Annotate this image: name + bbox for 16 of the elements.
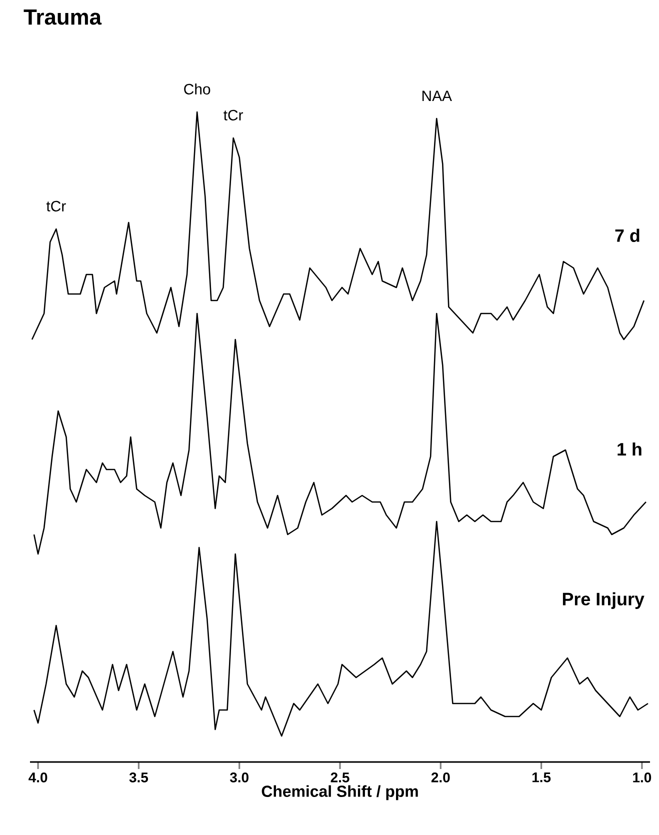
x-axis-title: Chemical Shift / ppm <box>262 785 418 800</box>
x-tick-label: 1.5 <box>532 772 551 782</box>
x-tick-label: 2.0 <box>431 772 450 782</box>
x-tick-label: 4.0 <box>28 772 48 782</box>
text: Pre Injury <box>562 592 644 609</box>
x-tick-label: 1.0 <box>633 772 652 782</box>
x-tick-label: 2.5 <box>330 772 350 782</box>
annotation: tCr <box>224 110 244 120</box>
x-tick-label: 3.0 <box>230 772 248 782</box>
chart-title: Trauma <box>24 10 102 25</box>
annotation: Cho <box>184 84 210 94</box>
series-label: 7 d <box>615 228 640 242</box>
x-tick-label: 3.5 <box>129 772 148 782</box>
text: 1 h <box>618 442 642 456</box>
annotation: NAA <box>422 90 452 101</box>
annotation: tCr <box>46 200 66 212</box>
